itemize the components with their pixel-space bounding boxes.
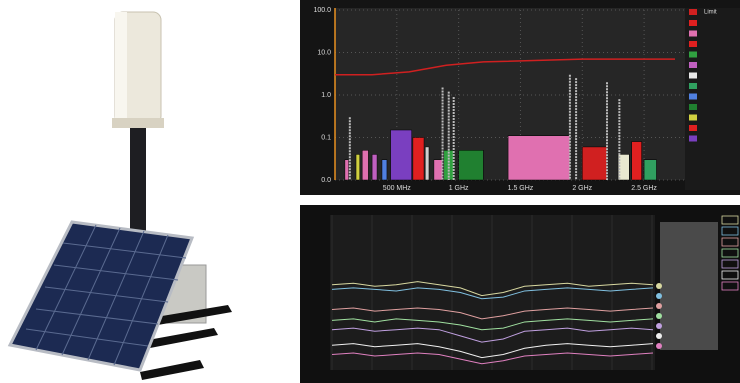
legend-marker (656, 283, 662, 289)
legend-swatch (689, 51, 697, 58)
trend-line (331, 327, 654, 343)
legend-marker (656, 323, 662, 329)
band-bar (412, 137, 425, 181)
legend-marker (656, 303, 662, 309)
trend-line (331, 343, 654, 359)
y-tick-label: 1.0 (321, 92, 331, 99)
limit-line (335, 58, 675, 76)
side-tag (721, 226, 739, 236)
legend-swatch (689, 20, 697, 26)
band-bar (643, 159, 657, 181)
side-tag (721, 259, 739, 269)
band-bar (617, 154, 630, 181)
legend-swatch (689, 114, 697, 121)
band-bar (390, 129, 412, 181)
band-bar (371, 154, 378, 181)
band-bar (458, 150, 484, 181)
legend-box (660, 222, 718, 350)
product-photo (7, 11, 232, 380)
x-tick-label: 2.5 GHz (631, 185, 657, 192)
trend-line (331, 287, 654, 300)
legend-marker (656, 343, 662, 349)
side-tag (721, 248, 739, 258)
band-bar (425, 146, 430, 181)
band-bar (344, 159, 349, 181)
trend-line (331, 281, 654, 297)
trend-line (331, 352, 654, 365)
band-bar (507, 135, 571, 181)
legend-marker (656, 293, 662, 299)
trend-line (331, 318, 654, 331)
y-tick-label: 10.0 (317, 49, 331, 56)
y-tick-label: 0.1 (321, 134, 331, 141)
band-bar (355, 154, 360, 181)
band-bar (361, 150, 369, 181)
side-tag (721, 281, 739, 291)
y-tick-label: 100.0 (313, 7, 331, 14)
legend-swatch (689, 9, 697, 15)
legend-label: Limit (704, 10, 717, 16)
legend-swatch (689, 93, 697, 100)
side-tag (721, 215, 739, 225)
legend-swatch (689, 41, 697, 47)
legend-swatch (689, 72, 697, 79)
legend-marker (656, 313, 662, 319)
legend-marker (656, 333, 662, 339)
legend-swatch (689, 125, 697, 131)
x-tick-label: 1.5 GHz (508, 185, 534, 192)
legend-swatch (689, 104, 697, 110)
legend-swatch (689, 83, 697, 89)
side-tag (721, 237, 739, 247)
x-tick-label: 500 MHz (383, 185, 412, 192)
x-tick-label: 2 GHz (572, 185, 592, 192)
spectrum-chart: 100.0 10.0 1.0 0.1 0.0 500 MHz 1 GHz 1.5 GHz 2 G… (313, 7, 717, 192)
side-tag (721, 270, 739, 280)
x-tick-label: 1 GHz (449, 185, 469, 192)
trend-line (331, 307, 654, 320)
legend-swatch (689, 30, 697, 37)
legend-swatch (689, 135, 697, 142)
y-tick-label: 0.0 (321, 177, 331, 184)
trend-chart (331, 215, 739, 370)
band-bar (582, 146, 608, 181)
legend-swatch (689, 62, 697, 68)
band-bar (381, 159, 388, 181)
band-bar (631, 141, 642, 181)
band-bar (433, 159, 443, 181)
